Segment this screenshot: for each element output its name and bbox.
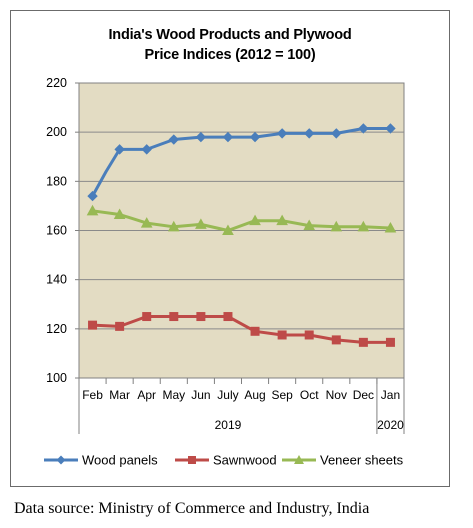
data-point-wood-panels-6 bbox=[222, 131, 234, 143]
data-point-sawnwood-10 bbox=[331, 335, 341, 345]
data-point-wood-panels-4 bbox=[168, 134, 179, 145]
data-point-wood-panels-8 bbox=[276, 128, 288, 139]
data-point-veneer-sheets-4 bbox=[167, 220, 180, 232]
y-tick-label-220: 220 bbox=[46, 76, 67, 90]
data-source-caption: Data source: Ministry of Commerce and In… bbox=[14, 500, 370, 517]
x-tick-label-apr: Apr bbox=[137, 388, 156, 402]
y-tick-label-200: 200 bbox=[46, 125, 67, 139]
y-tick-label-100: 100 bbox=[46, 371, 67, 385]
data-point-veneer-sheets-10 bbox=[330, 220, 343, 232]
x-tick-label-mar: Mar bbox=[109, 388, 130, 402]
data-point-sawnwood-11 bbox=[358, 337, 368, 347]
data-point-veneer-sheets-2 bbox=[113, 208, 126, 220]
x-tick-label-sep: Sep bbox=[271, 388, 293, 402]
chart-title-line-2: Price Indices (2012 = 100) bbox=[144, 47, 316, 63]
data-point-wood-panels-7 bbox=[249, 131, 261, 143]
series-line-veneer-sheets bbox=[92, 209, 391, 232]
data-point-veneer-sheets-12 bbox=[384, 222, 397, 233]
x-tick-label-feb: Feb bbox=[82, 388, 103, 402]
x-tick-label-jun: Jun bbox=[191, 388, 210, 402]
data-point-sawnwood-6 bbox=[223, 312, 233, 322]
data-point-sawnwood-0 bbox=[88, 320, 98, 330]
data-point-wood-panels-12 bbox=[385, 123, 396, 134]
chart-title: India's Wood Products and Plywood Price … bbox=[10, 25, 450, 65]
data-point-sawnwood-4 bbox=[169, 312, 179, 322]
data-point-wood-panels-11 bbox=[358, 123, 369, 134]
legend-label-wood-panels: Wood panels bbox=[82, 453, 158, 468]
data-point-wood-panels-5 bbox=[195, 131, 207, 143]
year-label-2019: 2019 bbox=[215, 418, 242, 432]
data-point-veneer-sheets-0 bbox=[86, 204, 99, 216]
data-point-veneer-sheets-8 bbox=[276, 214, 288, 226]
y-tick-label-180: 180 bbox=[46, 174, 67, 188]
legend-marker-wood-panels bbox=[56, 455, 66, 465]
data-point-sawnwood-12 bbox=[385, 337, 395, 347]
year-label-2020: 2020 bbox=[377, 418, 404, 432]
legend-marker-sawnwood bbox=[188, 456, 196, 464]
data-point-sawnwood-3 bbox=[142, 312, 152, 322]
data-point-veneer-sheets-5 bbox=[195, 218, 207, 229]
data-point-sawnwood-5 bbox=[196, 312, 206, 322]
data-point-veneer-sheets-7 bbox=[249, 214, 261, 226]
data-point-sawnwood-2 bbox=[115, 321, 125, 331]
legend-marker-veneer-sheets bbox=[294, 455, 304, 464]
x-tick-label-dec: Dec bbox=[353, 388, 374, 402]
data-point-sawnwood-8 bbox=[277, 330, 287, 340]
data-point-wood-panels-3 bbox=[141, 144, 152, 155]
chart-title-line-1: India's Wood Products and Plywood bbox=[108, 27, 352, 43]
y-tick-label-160: 160 bbox=[46, 224, 67, 238]
x-tick-label-may: May bbox=[162, 388, 185, 402]
line-chart: 100 120 140 160 180 200 220 Feb Mar Apr May Jun July… bbox=[44, 76, 405, 468]
x-tick-label-oct: Oct bbox=[300, 388, 319, 402]
y-tick-label-120: 120 bbox=[46, 322, 67, 336]
data-point-sawnwood-9 bbox=[304, 330, 314, 340]
data-point-veneer-sheets-11 bbox=[357, 220, 370, 232]
data-point-veneer-sheets-9 bbox=[303, 219, 316, 231]
x-tick-label-july: July bbox=[217, 388, 238, 402]
data-point-wood-panels-10 bbox=[331, 128, 342, 139]
series-line-sawnwood bbox=[92, 315, 391, 344]
data-point-wood-panels-2 bbox=[114, 144, 125, 155]
data-point-veneer-sheets-6 bbox=[222, 224, 234, 235]
data-point-wood-panels-0 bbox=[87, 190, 98, 202]
data-point-veneer-sheets-3 bbox=[140, 217, 153, 228]
x-tick-label-jan: Jan bbox=[381, 388, 400, 402]
x-tick-label-nov: Nov bbox=[326, 388, 347, 402]
data-point-wood-panels-9 bbox=[304, 128, 315, 139]
x-tick-label-aug: Aug bbox=[244, 388, 265, 402]
data-point-sawnwood-7 bbox=[250, 326, 260, 336]
legend-label-sawnwood: Sawnwood bbox=[213, 453, 277, 468]
legend-label-veneer-sheets: Veneer sheets bbox=[320, 453, 404, 468]
y-tick-label-140: 140 bbox=[46, 273, 67, 287]
